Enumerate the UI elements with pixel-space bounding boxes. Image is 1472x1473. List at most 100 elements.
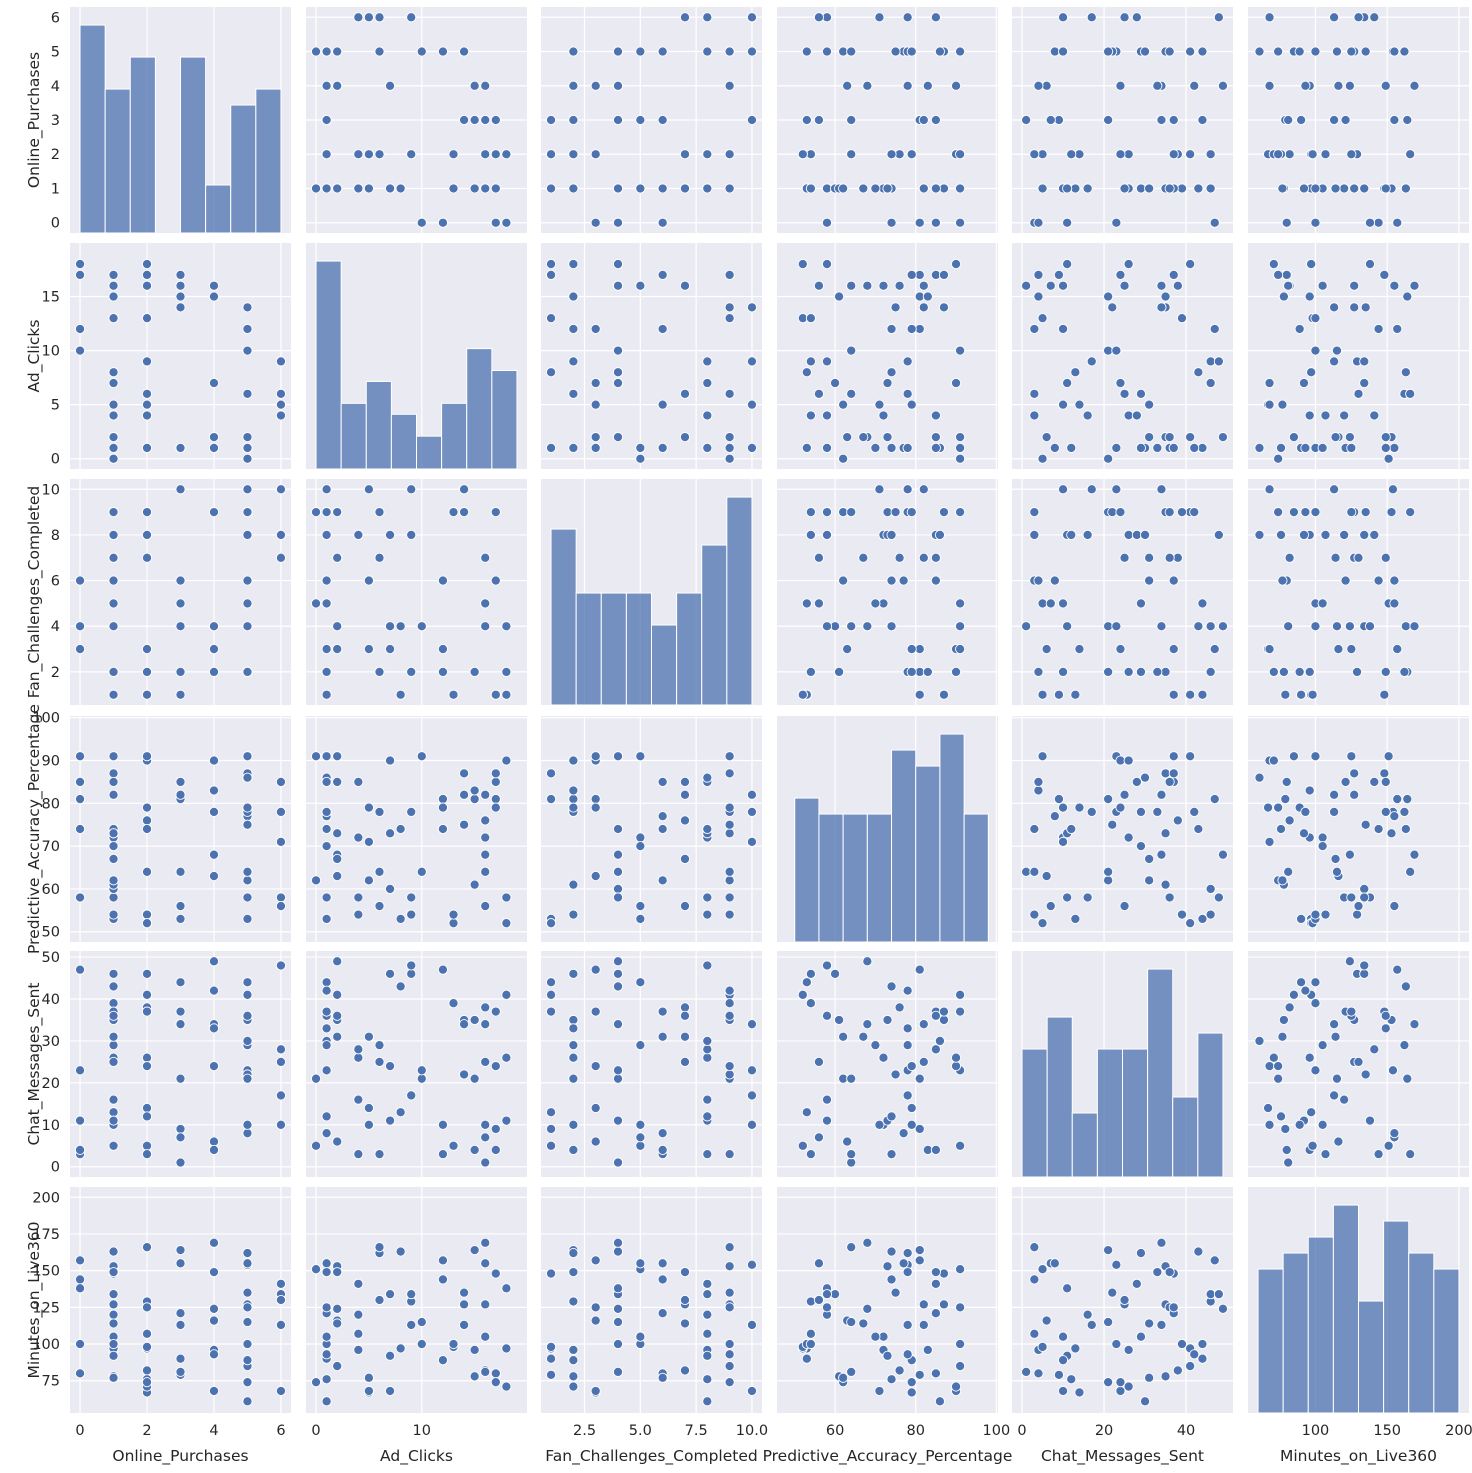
scatter-point <box>568 46 579 57</box>
scatter-point <box>846 149 857 160</box>
scatter-point <box>321 1111 332 1122</box>
scatter-point <box>406 484 417 495</box>
x-tick-label: 2 <box>142 1423 151 1439</box>
histogram-bar <box>1021 1048 1048 1178</box>
scatter-point <box>1205 149 1216 160</box>
scatter-point <box>612 1115 624 1126</box>
scatter-point <box>1353 12 1364 23</box>
scatter-point <box>208 1144 220 1156</box>
scatter-point <box>448 998 459 1009</box>
scatter-point <box>374 1056 385 1067</box>
scatter-point <box>886 149 897 160</box>
histogram-bar <box>205 184 232 234</box>
scatter-point <box>930 12 941 23</box>
scatter-point <box>469 785 480 796</box>
scatter-point <box>208 1023 220 1034</box>
scatter-point <box>1373 323 1384 335</box>
scatter-point <box>501 1343 512 1354</box>
scatter-point <box>612 46 624 57</box>
scatter-point <box>813 280 824 291</box>
x-tick-label: 7.5 <box>685 1423 708 1439</box>
scatter-point <box>242 913 253 924</box>
scatter-point <box>1209 217 1220 228</box>
scatter-point <box>955 453 966 464</box>
scatter-point <box>1037 1264 1048 1275</box>
scatter-point <box>490 802 501 813</box>
y-tick-label: 175 <box>32 1227 60 1243</box>
scatter-point <box>1317 1040 1328 1051</box>
scatter-point <box>612 849 624 860</box>
scatter-point <box>1041 1315 1052 1326</box>
scatter-point <box>242 442 253 453</box>
scatter-point <box>934 46 945 57</box>
scatter-point <box>1364 259 1376 270</box>
scatter-point <box>448 183 459 194</box>
x-tick-label: 150 <box>1373 1423 1401 1439</box>
scatter-point <box>242 302 253 313</box>
scatter-point <box>568 259 579 270</box>
scatter-point <box>1111 1259 1122 1270</box>
scatter-point <box>1359 377 1370 389</box>
scatter-point <box>108 1094 119 1105</box>
scatter-point <box>1277 183 1288 194</box>
scatter-point <box>1353 900 1364 912</box>
scatter-point <box>805 666 816 677</box>
scatter-point <box>242 1287 253 1298</box>
scatter-point <box>874 399 885 410</box>
scatter-point <box>1405 866 1416 877</box>
scatter-point <box>679 1267 691 1278</box>
x-tick-label: 5.0 <box>629 1423 652 1439</box>
scatter-point <box>635 442 646 453</box>
scatter-point <box>1033 217 1044 228</box>
scatter-point <box>1062 621 1073 632</box>
scatter-point <box>1399 666 1410 677</box>
scatter-point <box>1144 853 1155 865</box>
scatter-point <box>858 432 869 443</box>
scatter-point <box>813 1258 824 1269</box>
scatter-point <box>353 12 364 23</box>
scatter-point <box>1135 806 1147 817</box>
histogram-bar <box>1122 1048 1149 1178</box>
scatter-point <box>834 666 845 677</box>
scatter-point <box>746 442 758 453</box>
scatter-point <box>1168 269 1179 280</box>
scatter-point <box>480 1019 491 1030</box>
scatter-point <box>1359 960 1370 971</box>
x-tick-label: 40 <box>1177 1423 1195 1439</box>
scatter-point <box>1205 909 1216 920</box>
scatter-point <box>1346 644 1357 655</box>
y-tick-label: 20 <box>42 1076 60 1092</box>
scatter-point <box>108 751 119 762</box>
scatter-point <box>838 1031 849 1042</box>
x-tick-label: 60 <box>826 1423 844 1439</box>
scatter-point <box>930 1267 941 1278</box>
scatter-point <box>1268 259 1279 270</box>
scatter-point <box>175 1308 186 1319</box>
scatter-point <box>834 291 845 302</box>
scatter-point <box>797 689 808 700</box>
scatter-point <box>374 12 385 23</box>
histogram-bar <box>416 435 443 470</box>
scatter-point <box>437 1355 448 1366</box>
scatter-point <box>1268 1052 1279 1063</box>
scatter-point <box>1383 453 1394 464</box>
scatter-point <box>568 1052 579 1063</box>
scatter-point <box>1329 114 1340 126</box>
scatter-point <box>1330 183 1341 194</box>
scatter-point <box>395 823 406 835</box>
scatter-point <box>374 666 385 677</box>
scatter-point <box>1135 666 1147 677</box>
scatter-point <box>1288 432 1299 443</box>
scatter-point <box>1359 183 1370 194</box>
scatter-point <box>545 1107 557 1118</box>
y-axis-label: Chat_Messages_Sent <box>25 982 44 1145</box>
scatter-point <box>1082 529 1093 540</box>
scatter-point <box>1164 552 1175 563</box>
scatter-point <box>1264 399 1275 410</box>
scatter-point <box>886 367 897 378</box>
scatter-point <box>1115 644 1126 655</box>
scatter-point <box>1333 644 1344 655</box>
panel-background <box>541 716 762 942</box>
scatter-point <box>242 529 253 540</box>
scatter-point <box>208 755 220 766</box>
